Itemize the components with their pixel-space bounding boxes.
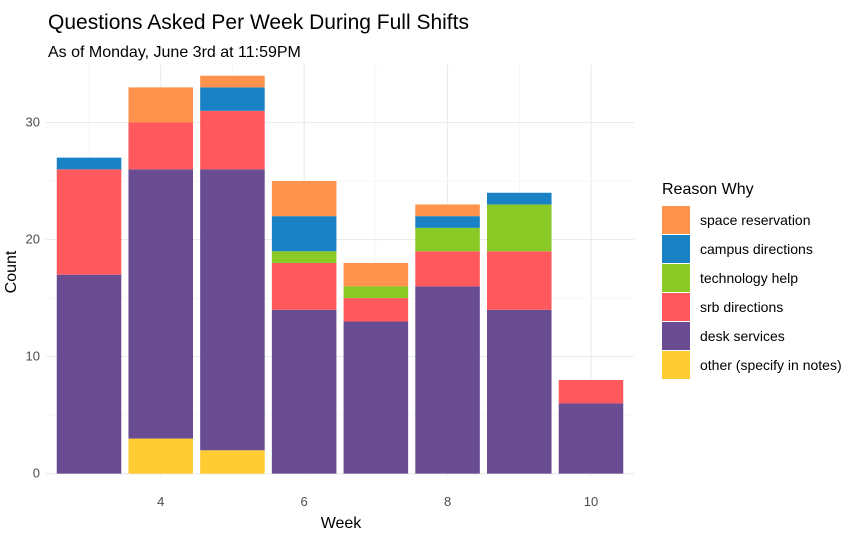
x-tick-label: 4 (157, 494, 164, 509)
bar-segment (56, 274, 122, 474)
legend-title: Reason Why (662, 181, 754, 198)
bar-segment (415, 286, 480, 474)
bar-segment (415, 204, 480, 217)
bar-segment (558, 380, 624, 404)
bar-segment (128, 169, 193, 439)
bar-segment (56, 169, 122, 275)
bar-segment (558, 403, 624, 474)
bar-segment (271, 309, 337, 474)
chart-title: Questions Asked Per Week During Full Shi… (48, 11, 469, 34)
legend-swatch (662, 351, 690, 379)
legend-swatch (662, 235, 690, 263)
bar-segment (271, 262, 337, 310)
y-tick-label: 0 (33, 466, 40, 481)
legend-swatch (662, 264, 690, 292)
y-tick-label: 30 (26, 115, 40, 130)
bar-segment (200, 75, 265, 88)
x-axis-title: Week (321, 515, 363, 532)
chart-subtitle: As of Monday, June 3rd at 11:59PM (48, 44, 301, 61)
bar-segment (487, 309, 552, 474)
bar-segment (415, 216, 480, 228)
x-tick-label: 6 (301, 494, 308, 509)
y-tick-label: 20 (26, 232, 40, 247)
legend: Reason Why space reservation campus direc… (662, 181, 842, 379)
bar-segment (415, 227, 480, 252)
bar-segment (128, 122, 193, 170)
bar-segment (343, 286, 409, 299)
bar-segment (487, 204, 552, 252)
bar-segment (271, 251, 337, 263)
y-axis-ticks: 0 10 20 30 (26, 115, 40, 481)
bar-segment (128, 438, 193, 474)
bar-segment (271, 216, 337, 252)
bar-segment (487, 192, 552, 205)
bar-segment (343, 262, 409, 287)
bar-segment (200, 450, 265, 474)
bar-segment (200, 110, 265, 170)
bar-segment (415, 251, 480, 287)
x-tick-label: 8 (444, 494, 451, 509)
y-axis-title: Count (3, 250, 20, 293)
x-axis-ticks: 4 6 8 10 (157, 494, 598, 509)
legend-label: other (specify in notes) (700, 357, 842, 373)
bar-segment (56, 157, 122, 170)
bar-segment (343, 321, 409, 474)
bar-segment (487, 251, 552, 310)
legend-swatch (662, 293, 690, 321)
legend-swatch (662, 322, 690, 350)
x-tick-label: 10 (584, 494, 598, 509)
y-tick-label: 10 (26, 349, 40, 364)
legend-label: campus directions (700, 241, 813, 257)
bar-segment (128, 87, 193, 123)
bar-segment (200, 169, 265, 451)
legend-label: desk services (700, 328, 785, 344)
legend-items: space reservation campus directions techno… (662, 206, 842, 379)
bar-segment (343, 298, 409, 322)
bars (56, 75, 624, 474)
legend-label: technology help (700, 270, 798, 286)
legend-swatch (662, 206, 690, 234)
legend-label: srb directions (700, 299, 783, 315)
bar-segment (271, 181, 337, 217)
bar-segment (200, 87, 265, 111)
legend-label: space reservation (700, 212, 811, 228)
